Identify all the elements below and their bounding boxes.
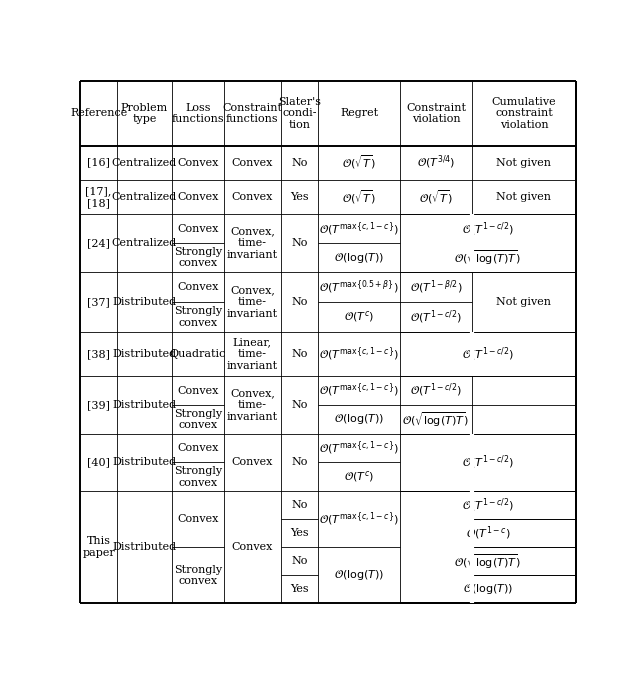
Text: Constraint
functions: Constraint functions: [222, 102, 282, 124]
Text: [24]: [24]: [87, 238, 110, 248]
Text: Convex: Convex: [232, 192, 273, 202]
Text: $\mathcal{O}(T^{\max\{c,1-c\}})$: $\mathcal{O}(T^{\max\{c,1-c\}})$: [319, 220, 399, 238]
Text: $\mathcal{O}(\sqrt{\log(T)T})$: $\mathcal{O}(\sqrt{\log(T)T})$: [454, 552, 522, 571]
Text: [38]: [38]: [87, 349, 110, 359]
Text: Convex: Convex: [177, 224, 218, 234]
Text: Problem
type: Problem type: [121, 102, 168, 124]
Text: No: No: [291, 157, 308, 167]
Text: Cumulative
constraint
violation: Cumulative constraint violation: [492, 97, 556, 130]
Text: $\mathcal{O}(\log(T))$: $\mathcal{O}(\log(T))$: [334, 251, 384, 264]
Text: Convex: Convex: [177, 514, 218, 524]
Text: Yes: Yes: [290, 528, 308, 538]
Text: Constraint
violation: Constraint violation: [406, 102, 466, 124]
Text: Convex: Convex: [177, 157, 218, 167]
Text: $\mathcal{O}(\log(T))$: $\mathcal{O}(\log(T))$: [334, 568, 384, 582]
Text: Convex: Convex: [232, 157, 273, 167]
Text: Slater's
condi-
tion: Slater's condi- tion: [278, 97, 321, 130]
Text: Convex: Convex: [232, 542, 273, 553]
Text: $\mathcal{O}(T^{1-c/2})$: $\mathcal{O}(T^{1-c/2})$: [410, 308, 462, 325]
Text: Not given: Not given: [497, 157, 552, 167]
Text: $\mathcal{O}(T^{1-c/2})$: $\mathcal{O}(T^{1-c/2})$: [410, 382, 462, 399]
Text: Yes: Yes: [290, 192, 308, 202]
Text: $\mathcal{O}(\sqrt{T})$: $\mathcal{O}(\sqrt{T})$: [342, 188, 376, 206]
Text: $\mathcal{O}(\log(T))$: $\mathcal{O}(\log(T))$: [334, 412, 384, 426]
Text: [17],
[18]: [17], [18]: [85, 186, 112, 207]
Text: $\mathcal{O}(T^{1-c})$: $\mathcal{O}(T^{1-c})$: [466, 525, 510, 542]
Text: Centralized: Centralized: [112, 192, 177, 202]
Text: $\mathcal{O}(\sqrt{T})$: $\mathcal{O}(\sqrt{T})$: [419, 188, 452, 206]
Text: No: No: [291, 458, 308, 467]
Text: [39]: [39]: [87, 400, 110, 410]
Text: No: No: [291, 500, 308, 511]
Text: $\mathcal{O}(T^{c})$: $\mathcal{O}(T^{c})$: [344, 469, 374, 484]
Text: $\mathcal{O}(T^{\max\{c,1-c\}})$: $\mathcal{O}(T^{\max\{c,1-c\}})$: [319, 382, 399, 399]
Text: No: No: [291, 400, 308, 410]
Text: Distributed: Distributed: [113, 458, 177, 467]
Text: Convex,
time-
invariant: Convex, time- invariant: [227, 226, 278, 260]
Text: $\mathcal{O}(\sqrt{\log(T)T})$: $\mathcal{O}(\sqrt{\log(T)T})$: [403, 410, 470, 428]
Text: $\mathcal{O}(\sqrt{\log(T)T})$: $\mathcal{O}(\sqrt{\log(T)T})$: [454, 248, 522, 267]
Text: $\mathcal{O}(T^{1-c/2})$: $\mathcal{O}(T^{1-c/2})$: [462, 496, 514, 514]
Text: Regret: Regret: [340, 108, 378, 119]
Text: Convex: Convex: [177, 282, 218, 292]
Text: Strongly
convex: Strongly convex: [173, 409, 222, 431]
Text: Distributed: Distributed: [113, 349, 177, 359]
Text: $\mathcal{O}(T^{\max\{0.5+\beta\}})$: $\mathcal{O}(T^{\max\{0.5+\beta\}})$: [319, 278, 399, 296]
Text: Yes: Yes: [290, 584, 308, 595]
Text: Strongly
convex: Strongly convex: [173, 466, 222, 487]
Text: Convex,
time-
invariant: Convex, time- invariant: [227, 388, 278, 422]
Text: $\mathcal{O}(T^{\max\{c,1-c\}})$: $\mathcal{O}(T^{\max\{c,1-c\}})$: [319, 439, 399, 457]
Text: Not given: Not given: [497, 192, 552, 202]
Text: Convex: Convex: [177, 386, 218, 396]
Text: $\mathcal{O}(T^{3/4})$: $\mathcal{O}(T^{3/4})$: [417, 154, 455, 172]
Text: $\mathcal{O}(T^{\max\{c,1-c\}})$: $\mathcal{O}(T^{\max\{c,1-c\}})$: [319, 511, 399, 528]
Text: $\mathcal{O}(T^{1-\beta/2})$: $\mathcal{O}(T^{1-\beta/2})$: [410, 278, 462, 296]
Text: Distributed: Distributed: [113, 542, 177, 553]
Text: Convex: Convex: [177, 443, 218, 453]
Text: Loss
functions: Loss functions: [172, 102, 224, 124]
Text: Distributed: Distributed: [113, 297, 177, 307]
Text: Convex: Convex: [232, 458, 273, 467]
Text: Distributed: Distributed: [113, 400, 177, 410]
Text: No: No: [291, 557, 308, 566]
Text: $\mathcal{O}(T^{1-c/2})$: $\mathcal{O}(T^{1-c/2})$: [462, 345, 514, 363]
Text: Convex: Convex: [177, 192, 218, 202]
Text: No: No: [291, 349, 308, 359]
Text: $\mathcal{O}(\sqrt{T})$: $\mathcal{O}(\sqrt{T})$: [342, 154, 376, 172]
Text: Strongly
convex: Strongly convex: [173, 306, 222, 327]
Text: [37]: [37]: [87, 297, 110, 307]
Text: This
paper: This paper: [82, 536, 115, 558]
Text: Strongly
convex: Strongly convex: [173, 247, 222, 268]
Text: Quadratic: Quadratic: [170, 349, 226, 359]
Text: Linear,
time-
invariant: Linear, time- invariant: [227, 338, 278, 371]
Text: $\mathcal{O}(T^{1-c/2})$: $\mathcal{O}(T^{1-c/2})$: [462, 220, 514, 238]
Text: $\mathcal{O}(\log(T))$: $\mathcal{O}(\log(T))$: [463, 582, 513, 597]
Text: Strongly
convex: Strongly convex: [173, 565, 222, 586]
Text: [16]: [16]: [87, 157, 110, 167]
Text: No: No: [291, 297, 308, 307]
Text: Convex,
time-
invariant: Convex, time- invariant: [227, 285, 278, 319]
Text: $\mathcal{O}(T^{c})$: $\mathcal{O}(T^{c})$: [344, 309, 374, 325]
Text: No: No: [291, 238, 308, 248]
Text: Not given: Not given: [497, 297, 552, 307]
Text: Centralized: Centralized: [112, 157, 177, 167]
Text: $\mathcal{O}(T^{\max\{c,1-c\}})$: $\mathcal{O}(T^{\max\{c,1-c\}})$: [319, 345, 399, 363]
Text: Reference: Reference: [70, 108, 127, 119]
Text: $\mathcal{O}(T^{1-c/2})$: $\mathcal{O}(T^{1-c/2})$: [462, 454, 514, 471]
Text: Centralized: Centralized: [112, 238, 177, 248]
Text: [40]: [40]: [87, 458, 110, 467]
